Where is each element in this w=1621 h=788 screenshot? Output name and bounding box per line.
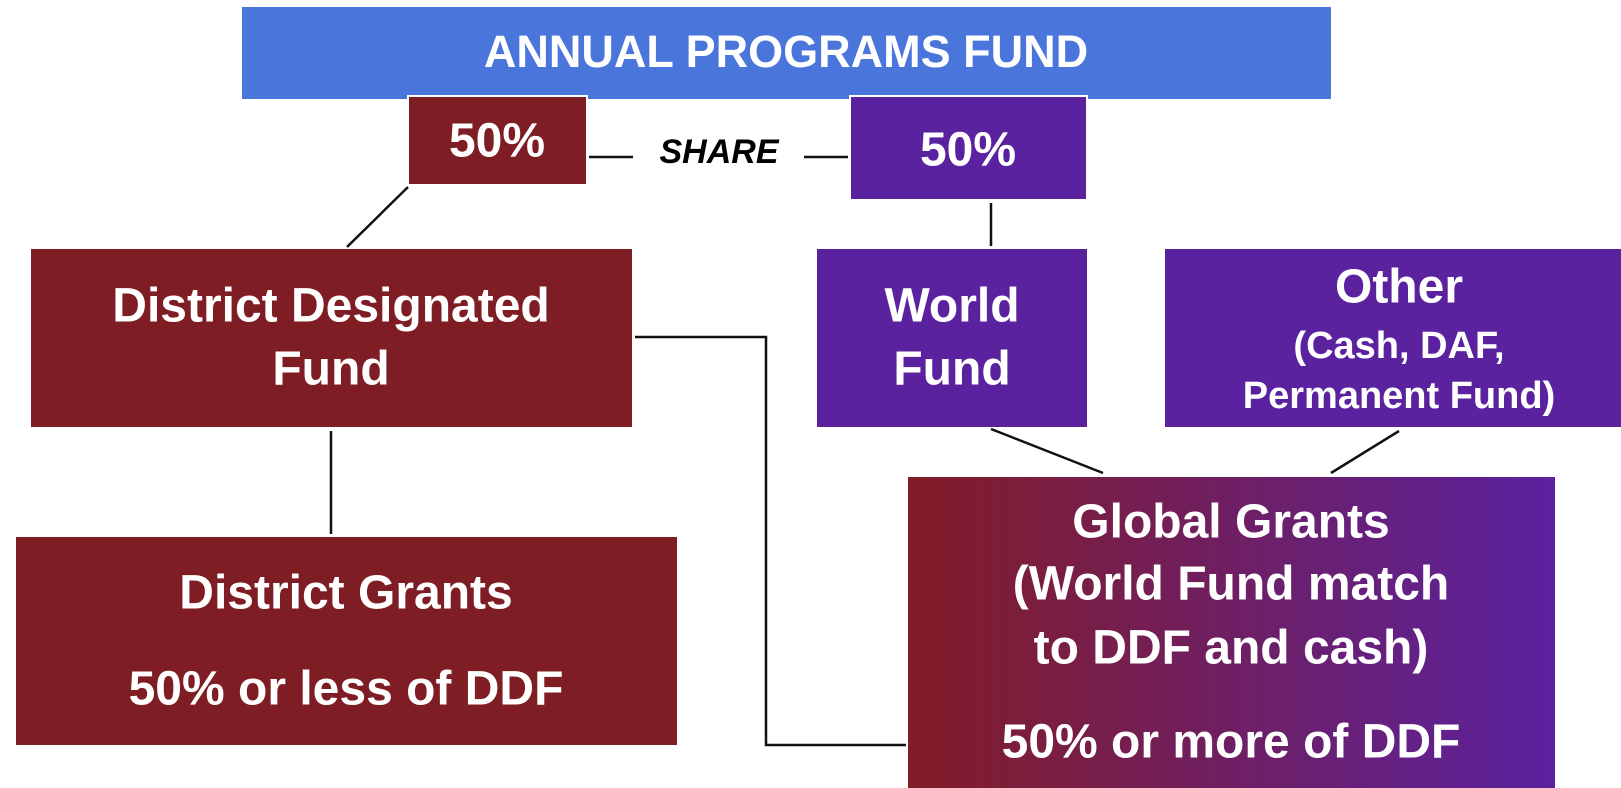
share-label: SHARE — [659, 133, 779, 171]
connector — [990, 427, 1104, 475]
node-label: (World Fund match — [1013, 558, 1449, 611]
connectors — [329, 155, 1400, 747]
node-note: 50% or more of DDF — [1002, 716, 1461, 769]
district-grants-box — [16, 537, 677, 745]
title-bar — [242, 7, 1331, 99]
other-box — [1165, 249, 1621, 427]
node-label: Fund — [893, 343, 1010, 396]
node-label: Fund — [272, 343, 389, 396]
node-label: World — [884, 280, 1019, 333]
node-title: Other — [1335, 261, 1463, 314]
node-label: to DDF and cash) — [1034, 622, 1429, 675]
share-left: 50% — [449, 115, 545, 168]
world-fund-box — [817, 249, 1087, 427]
node-note: 50% or less of DDF — [129, 663, 564, 716]
node-label: Permanent Fund) — [1243, 375, 1555, 417]
node-title: District Grants — [179, 567, 512, 620]
connector — [346, 186, 409, 248]
connector — [635, 335, 906, 747]
node-label: District Designated — [112, 280, 549, 333]
share-right-box — [849, 95, 1088, 201]
share-left-box — [407, 95, 588, 186]
share-right: 50% — [920, 124, 1016, 177]
title: ANNUAL PROGRAMS FUND — [484, 26, 1088, 77]
node-label: Global Grants — [1072, 496, 1389, 549]
district-designated-box — [31, 249, 632, 427]
node-label: (Cash, DAF, — [1293, 325, 1504, 367]
global-grants-box — [908, 477, 1555, 788]
connector — [1330, 429, 1400, 475]
